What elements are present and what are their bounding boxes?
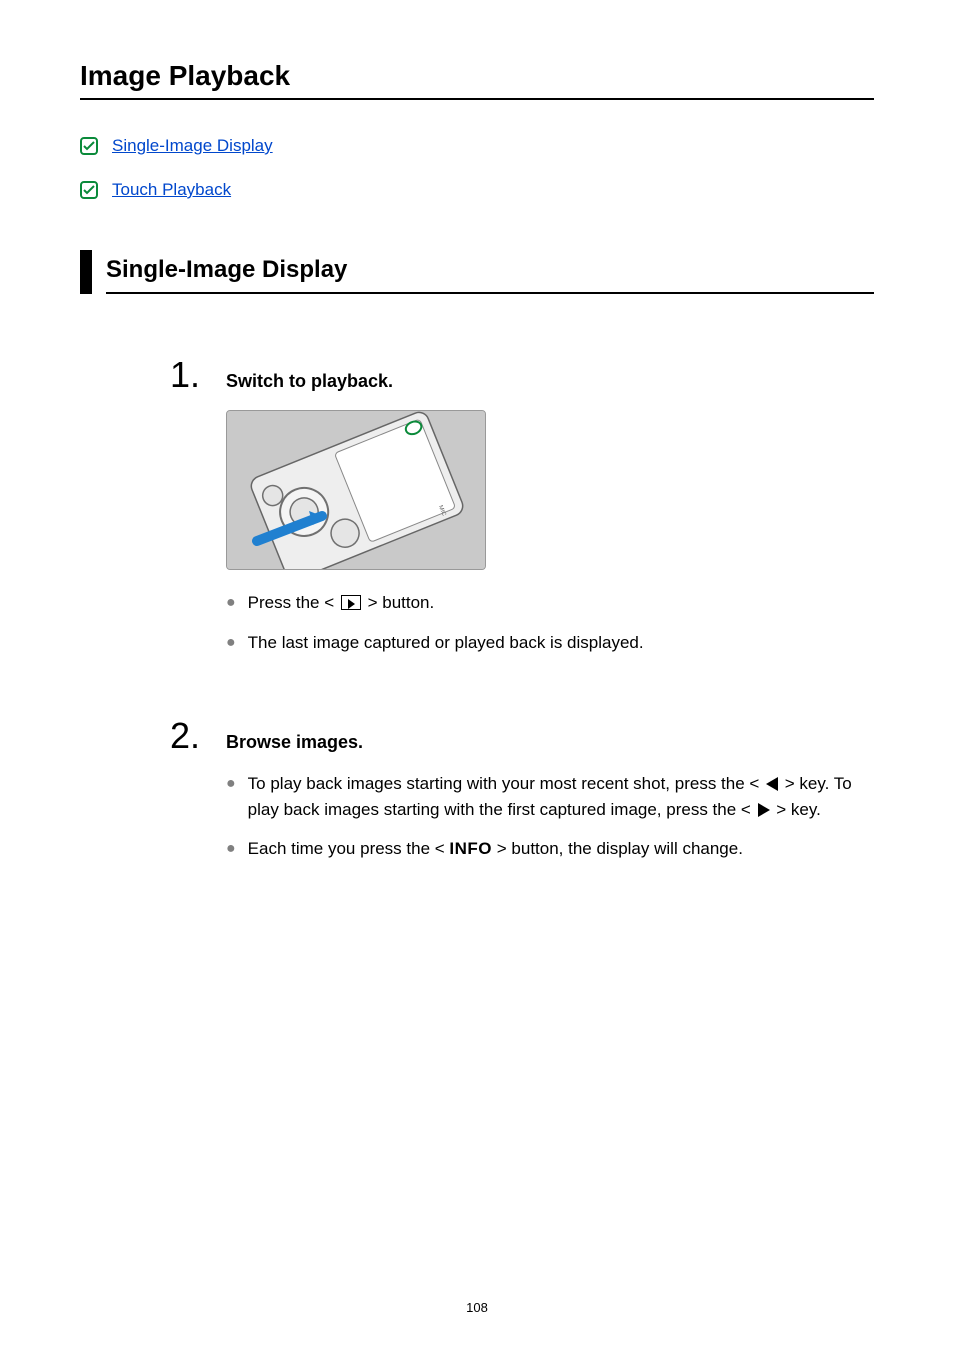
section-rule <box>106 292 874 294</box>
bullet-item: ● To play back images starting with your… <box>226 771 874 822</box>
text-fragment: > button. <box>363 593 434 612</box>
playback-button-icon <box>341 595 361 610</box>
toc-item: Touch Playback <box>80 180 874 200</box>
bullet-item: ● Each time you press the < INFO > butto… <box>226 836 874 862</box>
toc-link-touch-playback[interactable]: Touch Playback <box>112 180 231 200</box>
text-fragment: Each time you press the < <box>248 839 450 858</box>
bullet-list: ● Press the < > button. ● The last image… <box>226 590 874 655</box>
camera-illustration: MIC <box>226 410 486 570</box>
bullet-dot-icon: ● <box>226 590 236 616</box>
bullet-text: The last image captured or played back i… <box>248 630 874 656</box>
bullet-item: ● The last image captured or played back… <box>226 630 874 656</box>
steps-container: 1. Switch to playback. <box>80 354 874 862</box>
checkbox-link-icon <box>80 181 98 199</box>
text-fragment: Press the < <box>248 593 339 612</box>
section-header: Single-Image Display <box>80 250 874 294</box>
text-fragment: To play back images starting with your m… <box>248 774 764 793</box>
step-head: 1. Switch to playback. <box>170 354 874 396</box>
bullet-item: ● Press the < > button. <box>226 590 874 616</box>
title-rule <box>80 98 874 100</box>
text-fragment: > key. <box>772 800 821 819</box>
step-1: 1. Switch to playback. <box>170 354 874 655</box>
bullet-text: Each time you press the < INFO > button,… <box>248 836 874 862</box>
page-title: Image Playback <box>80 60 874 92</box>
step-number: 2. <box>170 715 226 757</box>
section-title-wrap: Single-Image Display <box>106 250 874 294</box>
toc-link-single-image[interactable]: Single-Image Display <box>112 136 273 156</box>
page: Image Playback Single-Image Display Touc… <box>0 0 954 1345</box>
step-title: Switch to playback. <box>226 371 393 392</box>
bullet-dot-icon: ● <box>226 630 236 656</box>
page-number: 108 <box>0 1300 954 1315</box>
step-number: 1. <box>170 354 226 396</box>
step-body: ● To play back images starting with your… <box>170 771 874 862</box>
left-arrow-icon <box>766 777 778 791</box>
step-title: Browse images. <box>226 732 363 753</box>
bullet-text: To play back images starting with your m… <box>248 771 874 822</box>
checkbox-link-icon <box>80 137 98 155</box>
bullet-dot-icon: ● <box>226 771 236 797</box>
step-head: 2. Browse images. <box>170 715 874 757</box>
step-body: MIC ● Press the < > button. <box>170 410 874 655</box>
info-button-label: INFO <box>449 839 492 858</box>
bullet-list: ● To play back images starting with your… <box>226 771 874 862</box>
toc-list: Single-Image Display Touch Playback <box>80 136 874 200</box>
section-bar <box>80 250 92 294</box>
bullet-dot-icon: ● <box>226 836 236 862</box>
bullet-text: Press the < > button. <box>248 590 874 616</box>
text-fragment: > button, the display will change. <box>492 839 743 858</box>
right-arrow-icon <box>758 803 770 817</box>
step-2: 2. Browse images. ● To play back images … <box>170 715 874 862</box>
toc-item: Single-Image Display <box>80 136 874 156</box>
section-title: Single-Image Display <box>106 256 874 284</box>
